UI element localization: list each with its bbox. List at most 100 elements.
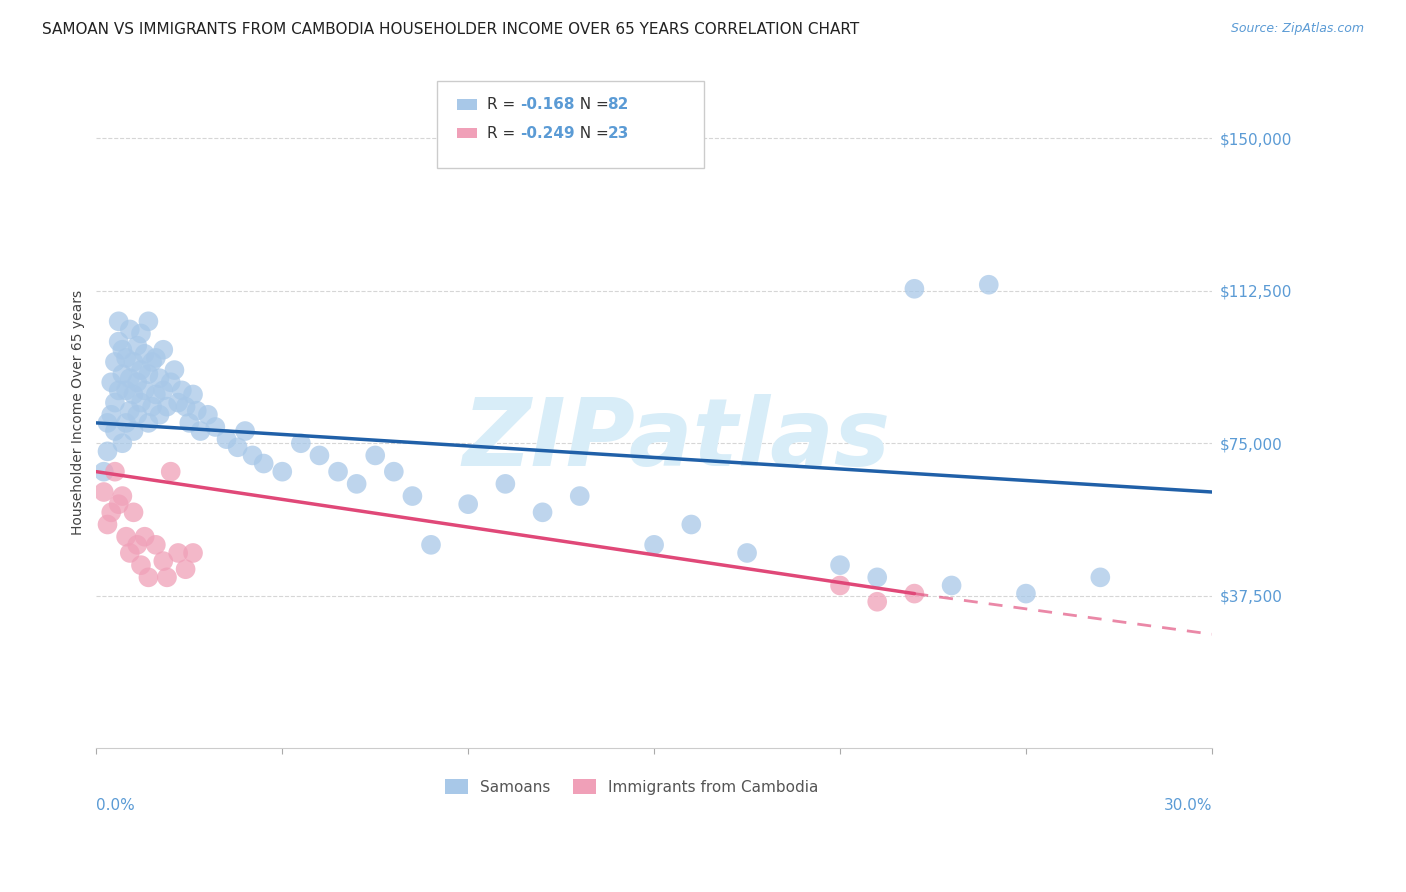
Point — [401, 489, 423, 503]
Point — [111, 489, 134, 503]
Point — [643, 538, 665, 552]
FancyBboxPatch shape — [457, 128, 477, 138]
Point — [100, 408, 122, 422]
Point — [145, 351, 167, 365]
Point — [152, 384, 174, 398]
Point — [141, 400, 163, 414]
Point — [179, 416, 201, 430]
Point — [111, 436, 134, 450]
Point — [242, 449, 264, 463]
Point — [138, 367, 160, 381]
Point — [127, 339, 149, 353]
Point — [145, 387, 167, 401]
Point — [138, 314, 160, 328]
Point — [118, 371, 141, 385]
Text: R =: R = — [486, 96, 520, 112]
Point — [122, 424, 145, 438]
Point — [107, 384, 129, 398]
Point — [174, 562, 197, 576]
Point — [115, 384, 138, 398]
Point — [118, 403, 141, 417]
FancyBboxPatch shape — [457, 99, 477, 110]
Text: -0.168: -0.168 — [520, 96, 575, 112]
Point — [346, 476, 368, 491]
Point — [159, 465, 181, 479]
Legend: Samoans, Immigrants from Cambodia: Samoans, Immigrants from Cambodia — [439, 772, 825, 801]
Point — [107, 314, 129, 328]
Point — [96, 444, 118, 458]
Point — [1015, 586, 1038, 600]
Point — [941, 578, 963, 592]
FancyBboxPatch shape — [437, 81, 704, 168]
Text: ZIPatlas: ZIPatlas — [463, 393, 890, 485]
Point — [494, 476, 516, 491]
Text: 82: 82 — [607, 96, 628, 112]
Point — [204, 420, 226, 434]
Point — [115, 530, 138, 544]
Point — [129, 395, 152, 409]
Point — [568, 489, 591, 503]
Text: N =: N = — [571, 96, 614, 112]
Y-axis label: Householder Income Over 65 years: Householder Income Over 65 years — [72, 290, 86, 535]
Point — [1090, 570, 1112, 584]
Point — [167, 546, 190, 560]
Point — [186, 403, 208, 417]
Point — [122, 505, 145, 519]
Point — [828, 558, 851, 573]
Point — [156, 570, 179, 584]
Text: Source: ZipAtlas.com: Source: ZipAtlas.com — [1230, 22, 1364, 36]
Point — [977, 277, 1000, 292]
Point — [100, 376, 122, 390]
Point — [152, 343, 174, 357]
Point — [145, 538, 167, 552]
Point — [226, 440, 249, 454]
Point — [866, 595, 889, 609]
Point — [134, 530, 156, 544]
Text: 23: 23 — [607, 126, 628, 141]
Text: SAMOAN VS IMMIGRANTS FROM CAMBODIA HOUSEHOLDER INCOME OVER 65 YEARS CORRELATION : SAMOAN VS IMMIGRANTS FROM CAMBODIA HOUSE… — [42, 22, 859, 37]
Point — [181, 387, 204, 401]
Point — [127, 538, 149, 552]
Point — [167, 395, 190, 409]
Point — [290, 436, 312, 450]
Point — [107, 497, 129, 511]
Point — [104, 465, 127, 479]
Point — [828, 578, 851, 592]
Text: -0.249: -0.249 — [520, 126, 575, 141]
Point — [197, 408, 219, 422]
Point — [138, 570, 160, 584]
Point — [104, 395, 127, 409]
Point — [129, 558, 152, 573]
Point — [93, 485, 115, 500]
Point — [111, 367, 134, 381]
Point — [129, 363, 152, 377]
Point — [531, 505, 554, 519]
Point — [118, 546, 141, 560]
Point — [138, 416, 160, 430]
Text: N =: N = — [571, 126, 614, 141]
Point — [115, 416, 138, 430]
Point — [141, 355, 163, 369]
Point — [122, 387, 145, 401]
Point — [190, 424, 212, 438]
Point — [100, 505, 122, 519]
Point — [156, 400, 179, 414]
Point — [127, 408, 149, 422]
Text: 30.0%: 30.0% — [1163, 798, 1212, 814]
Point — [107, 334, 129, 349]
Point — [93, 465, 115, 479]
Point — [152, 554, 174, 568]
Point — [181, 546, 204, 560]
Point — [382, 465, 405, 479]
Point — [111, 343, 134, 357]
Point — [271, 465, 294, 479]
Text: R =: R = — [486, 126, 520, 141]
Point — [215, 432, 238, 446]
Point — [174, 400, 197, 414]
Point — [96, 517, 118, 532]
Point — [903, 282, 925, 296]
Text: 0.0%: 0.0% — [97, 798, 135, 814]
Point — [118, 322, 141, 336]
Point — [364, 449, 387, 463]
Point — [159, 376, 181, 390]
